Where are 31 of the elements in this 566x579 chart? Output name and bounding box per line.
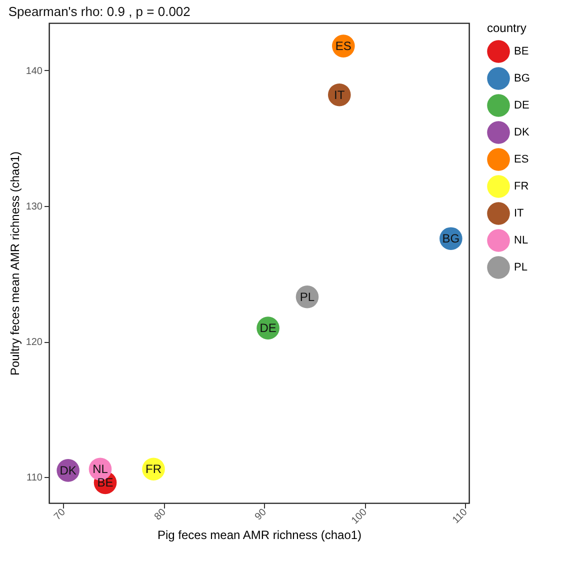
x-tick-label: 70 <box>52 506 68 523</box>
legend-label: ES <box>514 154 529 166</box>
text: NL <box>92 462 108 476</box>
x-tick-label: 100 <box>350 506 370 527</box>
text: DE <box>260 321 276 336</box>
x-tick-label: 80 <box>152 506 169 523</box>
text: ES <box>335 39 352 54</box>
legend-label: BG <box>514 72 530 84</box>
legend-title: country <box>487 21 526 35</box>
legend-label: IT <box>514 208 524 220</box>
text: PL <box>300 290 315 304</box>
chart-title: Spearman's rho: 0.9 , p = 0.002 <box>8 4 190 19</box>
legend-label: DK <box>514 126 530 138</box>
legend-label: DE <box>514 100 530 112</box>
x-tick-label: 110 <box>450 506 470 526</box>
legend-label: NL <box>514 234 528 246</box>
legend-label: BE <box>514 46 529 58</box>
text: DK <box>60 463 76 478</box>
legend-label: FR <box>514 180 529 192</box>
x-axis-title: Pig feces mean AMR richness (chao1) <box>157 528 362 542</box>
text: IT <box>334 88 345 102</box>
text: BG <box>442 232 460 246</box>
y-tick-label: 110 <box>26 472 43 484</box>
text: BE <box>97 476 114 490</box>
y-tick-label: 140 <box>26 66 43 77</box>
y-tick-label: 120 <box>26 337 43 348</box>
y-axis-title: Poultry feces mean AMR richness (chao1) <box>8 151 22 376</box>
text: FR <box>146 462 162 476</box>
x-tick-label: 90 <box>253 506 270 523</box>
legend-label: PL <box>514 262 528 274</box>
y-tick-label: 130 <box>26 202 43 213</box>
